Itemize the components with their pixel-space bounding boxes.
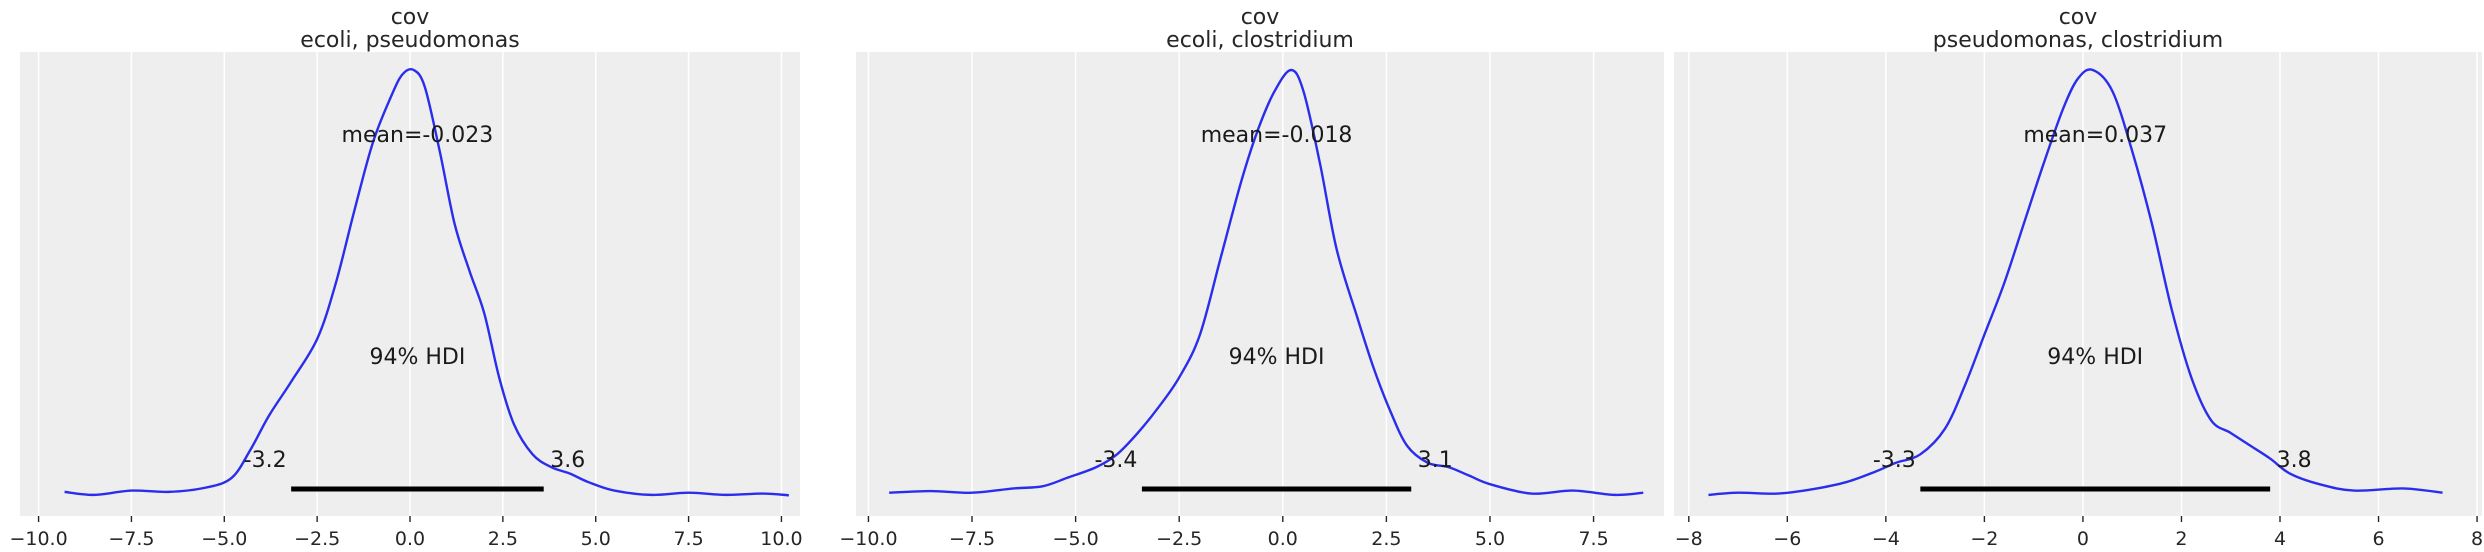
x-tick-label: −7.5 — [949, 528, 995, 550]
mean-label: mean=-0.018 — [1201, 123, 1353, 148]
hdi-label: 94% HDI — [2047, 345, 2143, 370]
x-tick-label: 4 — [2274, 528, 2286, 550]
x-tick-label: −5.0 — [1053, 528, 1099, 550]
hdi-low-label: -3.3 — [1873, 448, 1916, 473]
hdi-label: 94% HDI — [369, 345, 465, 370]
x-tick-label: 8 — [2471, 528, 2483, 550]
plot-area — [1674, 52, 2482, 516]
hdi-low-label: -3.4 — [1094, 448, 1137, 473]
plot-area — [856, 52, 1664, 516]
x-tick-label: −2.5 — [294, 528, 340, 550]
x-tick-label: 6 — [2372, 528, 2384, 550]
mean-label: mean=0.037 — [2023, 123, 2167, 148]
x-tick-label: −8 — [1675, 528, 1703, 550]
x-tick-label: 2.5 — [1371, 528, 1401, 550]
hdi-high-label: 3.1 — [1418, 448, 1453, 473]
x-tick-label: 2 — [2175, 528, 2187, 550]
x-tick-label: 0.0 — [395, 528, 425, 550]
panel-title-coords: ecoli, clostridium — [1166, 28, 1354, 53]
density-curve — [1708, 68, 2443, 497]
hdi-high-label: 3.6 — [550, 448, 585, 473]
x-tick-label: −2.5 — [1156, 528, 1202, 550]
x-tick-label: 0 — [2077, 528, 2089, 550]
x-tick-label: −10.0 — [839, 528, 897, 550]
x-tick-label: 10.0 — [760, 528, 802, 550]
panel-title-coords: ecoli, pseudomonas — [300, 28, 519, 53]
hdi-low-label: -3.2 — [244, 448, 287, 473]
x-tick-label: −4 — [1872, 528, 1900, 550]
density-curve — [889, 68, 1644, 497]
x-tick-label: 7.5 — [1578, 528, 1608, 550]
hdi-label: 94% HDI — [1229, 345, 1325, 370]
mean-label: mean=-0.023 — [342, 123, 494, 148]
panel-title-variable: cov — [391, 5, 430, 30]
panel-title-variable: cov — [2059, 5, 2098, 30]
x-tick-label: 5.0 — [1475, 528, 1505, 550]
chart-panel-ecoli-pseudomonas: −10.0 −7.5 −5.0 −2.5 0.0 2.5 5.0 7.5 10.0 covecol… — [9, 5, 802, 550]
x-tick-label: 2.5 — [488, 528, 518, 550]
x-tick-label: −10.0 — [9, 528, 67, 550]
panel-title-variable: cov — [1241, 5, 1280, 30]
x-tick-label: 0.0 — [1268, 528, 1298, 550]
density-curve — [64, 67, 789, 497]
x-tick-label: 7.5 — [673, 528, 703, 550]
x-tick-label: −7.5 — [108, 528, 154, 550]
x-tick-label: −5.0 — [201, 528, 247, 550]
panel-title-coords: pseudomonas, clostridium — [1933, 28, 2223, 53]
x-tick-label: 5.0 — [581, 528, 611, 550]
x-tick-label: −2 — [1970, 528, 1998, 550]
hdi-high-label: 3.8 — [2277, 448, 2312, 473]
x-tick-label: −6 — [1773, 528, 1801, 550]
